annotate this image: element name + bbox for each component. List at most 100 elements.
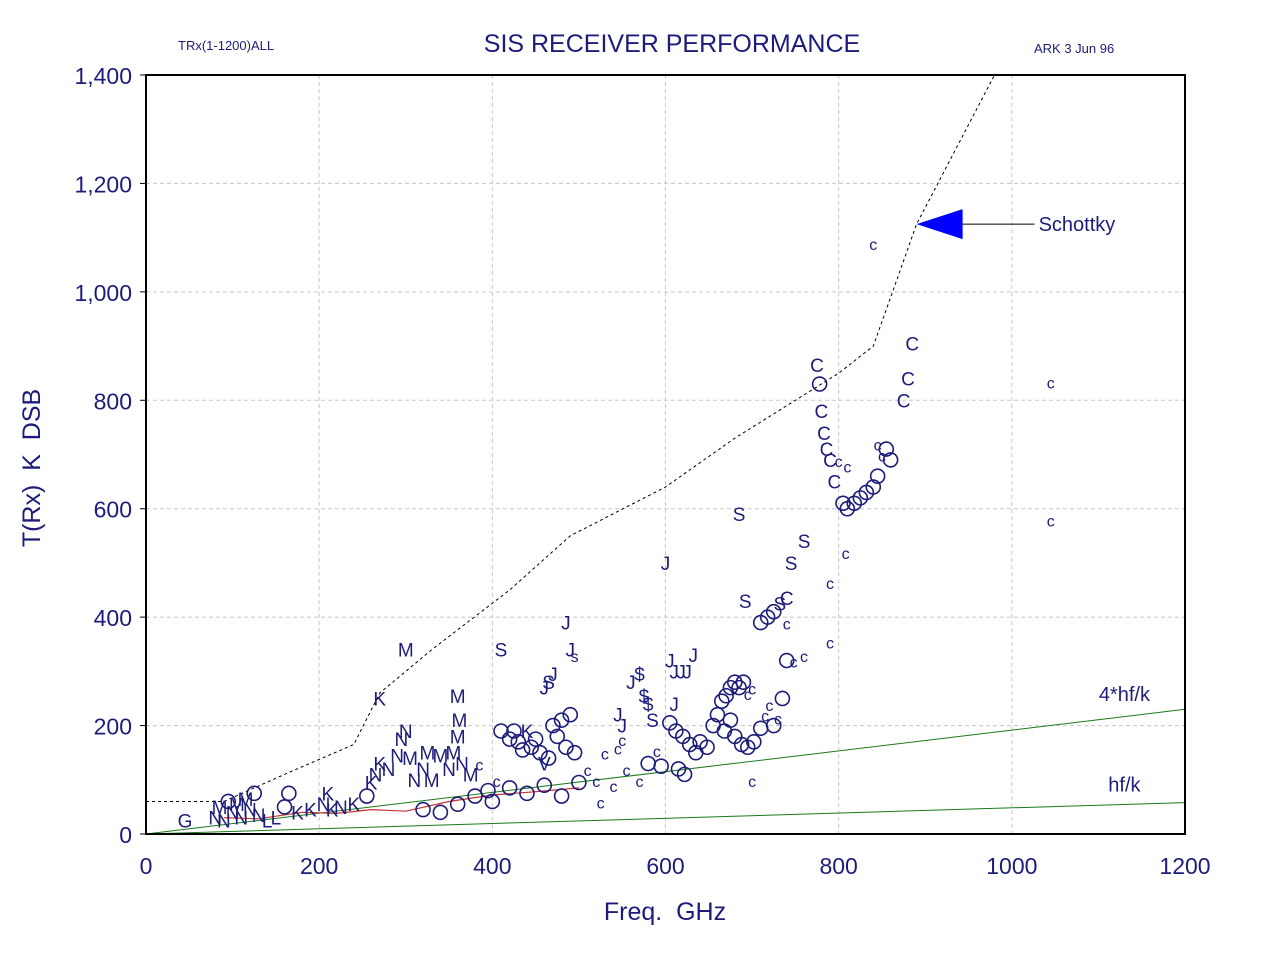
data-point-marker: C: [901, 370, 915, 391]
data-point-marker: c: [1047, 375, 1055, 392]
y-tick-label: 1,200: [74, 171, 132, 197]
data-point-marker: S: [646, 711, 659, 732]
data-point-marker: S: [495, 641, 508, 662]
data-point-marker: c: [614, 741, 622, 758]
data-point-marker: c: [826, 636, 834, 653]
data-point-marker: J: [626, 673, 636, 694]
data-point-circle: [869, 468, 886, 484]
data-point-marker: J: [540, 679, 550, 700]
data-point-marker: c: [800, 649, 808, 666]
data-point-marker: c: [874, 438, 882, 455]
data-point-marker: c: [843, 459, 851, 476]
data-point-marker: M: [402, 749, 418, 770]
data-point-marker: J: [566, 641, 576, 662]
data-point-circle: [358, 788, 375, 804]
data-point-marker: c: [744, 687, 752, 704]
data-point-marker: $: [634, 665, 645, 686]
data-point-marker: C: [817, 424, 831, 445]
data-point-circle: [493, 723, 509, 739]
data-point-marker: C: [897, 391, 911, 412]
data-point-marker: M: [424, 771, 440, 792]
data-point-circle: [746, 734, 762, 750]
data-point-circle: [553, 712, 570, 728]
data-point-marker: N: [395, 730, 409, 751]
data-point-marker: C: [823, 451, 837, 472]
data-point-marker: N: [234, 809, 248, 830]
left-note: TRx(1-1200)ALL: [178, 38, 274, 53]
data-point-marker: c: [592, 774, 600, 791]
data-point-marker: C: [814, 402, 828, 423]
data-point-circle: [731, 679, 747, 696]
data-point-circle: [566, 744, 583, 761]
data-point-marker: N: [382, 760, 396, 781]
data-point-circle: [722, 712, 739, 728]
data-point-circle: [519, 785, 535, 802]
data-point-marker: C: [820, 440, 834, 461]
data-point-marker: J: [676, 662, 686, 683]
data-point-marker: K: [521, 722, 534, 743]
data-point-circle: [467, 788, 483, 804]
data-point-marker: M: [238, 790, 254, 811]
x-tick-label: 1000: [986, 853, 1037, 879]
plot-frame: [145, 74, 1186, 835]
data-point-marker: c: [826, 576, 834, 593]
data-point-marker: c: [601, 747, 609, 764]
data-point-circle: [562, 706, 579, 723]
data-point-marker: M: [463, 765, 479, 786]
data-point-circle: [506, 723, 522, 739]
data-point-circle: [718, 687, 734, 704]
y-tick-label: 1,400: [74, 63, 132, 89]
data-point-circle: [415, 801, 431, 818]
data-point-marker: N: [416, 760, 430, 781]
data-point-circle: [501, 780, 518, 796]
data-point-marker: C: [810, 356, 824, 377]
data-point-marker: c: [869, 237, 877, 254]
data-point-marker: K: [365, 773, 378, 794]
four-hf-k-label: 4*hf/k: [1099, 684, 1151, 706]
data-point-marker: J: [665, 652, 675, 673]
data-point-circle: [778, 652, 795, 669]
data-point-circle: [501, 731, 518, 747]
data-point-marker: N: [252, 806, 266, 827]
y-axis-ticks: 0 200 400 600 800 1,000 1,200 1,400: [74, 63, 146, 848]
data-point-marker: c: [1047, 514, 1055, 531]
data-point-marker: S: [798, 532, 811, 553]
data-point-circle: [484, 793, 501, 810]
data-point-marker: S: [542, 673, 555, 694]
data-point-marker: K: [321, 784, 334, 805]
data-point-circle: [281, 785, 297, 802]
data-point-marker: c: [765, 698, 773, 715]
data-point-circle: [545, 717, 561, 734]
data-point-circle: [246, 785, 263, 802]
data-point-circle: [527, 731, 544, 747]
data-point-marker: C: [905, 334, 919, 355]
data-point-marker: G: [178, 811, 193, 832]
data-point-circle: [670, 761, 687, 777]
data-point-marker: S: [785, 554, 798, 575]
data-point-marker: J: [661, 554, 671, 575]
data-point-marker: J: [548, 665, 558, 686]
right-note: ARK 3 Jun 96: [1034, 41, 1114, 56]
data-point-marker: K: [373, 689, 386, 710]
data-point-circle: [276, 799, 293, 815]
data-point-circle: [852, 490, 869, 506]
data-point-marker: c: [618, 733, 626, 750]
data-point-circle: [553, 788, 570, 804]
data-point-marker: K: [373, 755, 386, 776]
data-point-marker: J: [669, 662, 679, 683]
data-point-circle: [532, 744, 548, 761]
data-point-marker: K: [326, 801, 339, 822]
data-point-marker: M: [432, 746, 448, 767]
data-point-marker: N: [408, 771, 422, 792]
data-point-circle: [726, 674, 743, 691]
data-point-circle: [514, 742, 531, 758]
data-point-marker: c: [878, 449, 886, 466]
data-point-marker: c: [790, 655, 798, 672]
x-tick-label: 1200: [1159, 853, 1210, 879]
x-axis-label: Freq. GHz: [604, 898, 726, 926]
data-point-marker: N: [390, 746, 404, 767]
data-point-marker: M: [419, 744, 435, 765]
data-point-circle: [510, 734, 527, 750]
grid-lines: [146, 75, 1185, 834]
